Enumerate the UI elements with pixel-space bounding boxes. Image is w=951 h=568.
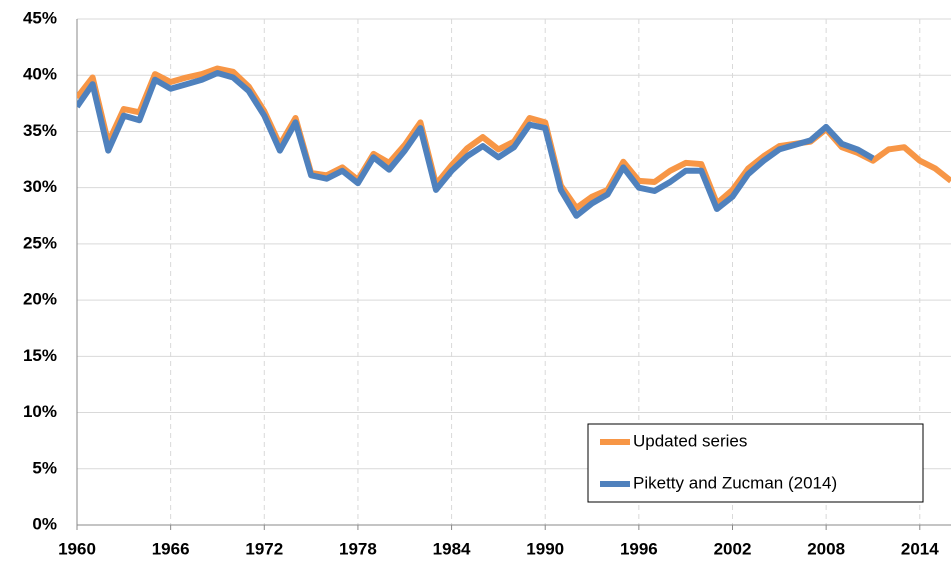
- y-tick-label: 20%: [23, 290, 57, 309]
- series-line: [77, 70, 875, 219]
- y-tick-label: 45%: [23, 8, 57, 27]
- x-tick-label: 1996: [620, 539, 658, 558]
- legend-label: Updated series: [633, 431, 747, 450]
- x-tick-label: 1966: [152, 539, 190, 558]
- x-tick-label: 2002: [714, 539, 752, 558]
- x-tick-label: 2008: [807, 539, 845, 558]
- y-tick-label: 5%: [32, 458, 57, 477]
- x-tick-label: 1972: [245, 539, 283, 558]
- plot: [77, 65, 951, 219]
- x-tick-label: 2014: [901, 539, 939, 558]
- y-tick-label: 40%: [23, 65, 57, 84]
- x-tick-label: 1984: [433, 539, 471, 558]
- series-line: [77, 65, 951, 211]
- legend-label: Piketty and Zucman (2014): [633, 473, 837, 492]
- legend-box: [587, 423, 924, 503]
- y-tick-label: 25%: [23, 233, 57, 252]
- y-tick-label: 30%: [23, 177, 57, 196]
- y-tick-label: 35%: [23, 121, 57, 140]
- y-tick-label: 15%: [23, 346, 57, 365]
- x-tick-label: 1960: [58, 539, 96, 558]
- y-tick-label: 10%: [23, 402, 57, 421]
- y-tick-label: 0%: [32, 514, 57, 533]
- x-tick-label: 1990: [526, 539, 564, 558]
- x-tick-label: 1978: [339, 539, 377, 558]
